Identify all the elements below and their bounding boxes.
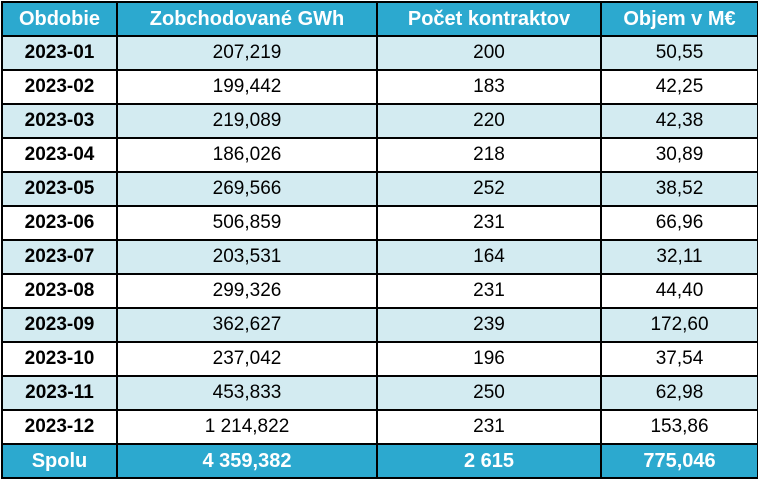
cell-contract-count: 231 bbox=[376, 205, 602, 241]
cell-volume-meur: 38,52 bbox=[600, 171, 758, 207]
table-row: 2023-07 203,531 164 32,11 bbox=[1, 239, 758, 275]
cell-period: 2023-01 bbox=[1, 35, 118, 71]
cell-traded-gwh: 199,442 bbox=[116, 69, 378, 105]
cell-traded-gwh: 269,566 bbox=[116, 171, 378, 207]
totals-gwh: 4 359,382 bbox=[116, 443, 378, 479]
table-row: 2023-05 269,566 252 38,52 bbox=[1, 171, 758, 207]
cell-period: 2023-04 bbox=[1, 137, 118, 173]
cell-period: 2023-08 bbox=[1, 273, 118, 309]
cell-period: 2023-12 bbox=[1, 409, 118, 445]
cell-volume-meur: 44,40 bbox=[600, 273, 758, 309]
cell-contract-count: 250 bbox=[376, 375, 602, 411]
totals-label: Spolu bbox=[1, 443, 118, 479]
header-row: Obdobie Zobchodované GWh Počet kontrakto… bbox=[1, 1, 758, 37]
cell-traded-gwh: 203,531 bbox=[116, 239, 378, 275]
table-row: 2023-11 453,833 250 62,98 bbox=[1, 375, 758, 411]
cell-period: 2023-06 bbox=[1, 205, 118, 241]
table-header: Obdobie Zobchodované GWh Počet kontrakto… bbox=[1, 1, 758, 37]
cell-contract-count: 239 bbox=[376, 307, 602, 343]
table-row: 2023-02 199,442 183 42,25 bbox=[1, 69, 758, 105]
header-contract-count: Počet kontraktov bbox=[376, 1, 602, 37]
table-row: 2023-10 237,042 196 37,54 bbox=[1, 341, 758, 377]
table-row: 2023-01 207,219 200 50,55 bbox=[1, 35, 758, 71]
cell-volume-meur: 42,25 bbox=[600, 69, 758, 105]
totals-row: Spolu 4 359,382 2 615 775,046 bbox=[1, 443, 758, 479]
table-footer: Spolu 4 359,382 2 615 775,046 bbox=[1, 443, 758, 479]
cell-volume-meur: 62,98 bbox=[600, 375, 758, 411]
cell-contract-count: 183 bbox=[376, 69, 602, 105]
cell-period: 2023-05 bbox=[1, 171, 118, 207]
cell-contract-count: 200 bbox=[376, 35, 602, 71]
table-row: 2023-09 362,627 239 172,60 bbox=[1, 307, 758, 343]
cell-traded-gwh: 506,859 bbox=[116, 205, 378, 241]
cell-traded-gwh: 1 214,822 bbox=[116, 409, 378, 445]
cell-period: 2023-10 bbox=[1, 341, 118, 377]
table-body: 2023-01 207,219 200 50,55 2023-02 199,442 183 4… bbox=[1, 35, 758, 445]
cell-volume-meur: 32,11 bbox=[600, 239, 758, 275]
cell-contract-count: 231 bbox=[376, 409, 602, 445]
table-row: 2023-12 1 214,822 231 153,86 bbox=[1, 409, 758, 445]
totals-contracts: 2 615 bbox=[376, 443, 602, 479]
cell-period: 2023-02 bbox=[1, 69, 118, 105]
cell-volume-meur: 42,38 bbox=[600, 103, 758, 139]
cell-contract-count: 231 bbox=[376, 273, 602, 309]
cell-contract-count: 164 bbox=[376, 239, 602, 275]
cell-traded-gwh: 186,026 bbox=[116, 137, 378, 173]
cell-volume-meur: 153,86 bbox=[600, 409, 758, 445]
cell-volume-meur: 37,54 bbox=[600, 341, 758, 377]
cell-period: 2023-09 bbox=[1, 307, 118, 343]
totals-volume: 775,046 bbox=[600, 443, 758, 479]
table-row: 2023-08 299,326 231 44,40 bbox=[1, 273, 758, 309]
header-volume-meur: Objem v M€ bbox=[600, 1, 758, 37]
cell-volume-meur: 66,96 bbox=[600, 205, 758, 241]
cell-contract-count: 218 bbox=[376, 137, 602, 173]
header-period: Obdobie bbox=[1, 1, 118, 37]
cell-volume-meur: 172,60 bbox=[600, 307, 758, 343]
cell-contract-count: 196 bbox=[376, 341, 602, 377]
header-traded-gwh: Zobchodované GWh bbox=[116, 1, 378, 37]
cell-volume-meur: 30,89 bbox=[600, 137, 758, 173]
cell-period: 2023-11 bbox=[1, 375, 118, 411]
cell-volume-meur: 50,55 bbox=[600, 35, 758, 71]
table-row: 2023-06 506,859 231 66,96 bbox=[1, 205, 758, 241]
cell-traded-gwh: 207,219 bbox=[116, 35, 378, 71]
cell-traded-gwh: 299,326 bbox=[116, 273, 378, 309]
cell-contract-count: 220 bbox=[376, 103, 602, 139]
cell-period: 2023-07 bbox=[1, 239, 118, 275]
cell-period: 2023-03 bbox=[1, 103, 118, 139]
cell-traded-gwh: 453,833 bbox=[116, 375, 378, 411]
cell-traded-gwh: 362,627 bbox=[116, 307, 378, 343]
cell-traded-gwh: 219,089 bbox=[116, 103, 378, 139]
table-row: 2023-03 219,089 220 42,38 bbox=[1, 103, 758, 139]
table-row: 2023-04 186,026 218 30,89 bbox=[1, 137, 758, 173]
cell-contract-count: 252 bbox=[376, 171, 602, 207]
cell-traded-gwh: 237,042 bbox=[116, 341, 378, 377]
